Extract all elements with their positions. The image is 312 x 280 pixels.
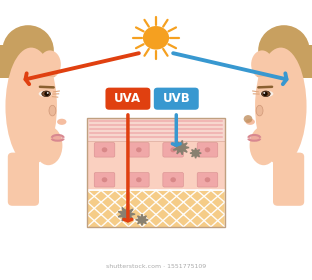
Text: shutterstock.com · 1551775109: shutterstock.com · 1551775109 [106, 263, 206, 269]
Circle shape [244, 115, 252, 123]
FancyBboxPatch shape [94, 143, 115, 157]
Ellipse shape [261, 91, 270, 97]
Bar [278, 45, 312, 78]
Circle shape [263, 92, 265, 94]
Circle shape [205, 147, 210, 152]
Ellipse shape [52, 135, 64, 141]
Ellipse shape [248, 135, 260, 141]
Bar [87, 118, 225, 227]
Ellipse shape [39, 91, 52, 97]
Circle shape [170, 147, 176, 152]
Ellipse shape [39, 50, 61, 78]
FancyBboxPatch shape [8, 153, 39, 206]
FancyBboxPatch shape [163, 143, 183, 157]
FancyBboxPatch shape [94, 172, 115, 187]
Bar [87, 141, 225, 190]
Bar [87, 190, 225, 227]
FancyBboxPatch shape [154, 88, 199, 110]
FancyBboxPatch shape [197, 172, 218, 187]
Text: UVB: UVB [163, 92, 190, 105]
Ellipse shape [34, 126, 62, 165]
FancyBboxPatch shape [273, 153, 304, 206]
Bar [0, 45, 34, 78]
Circle shape [136, 177, 142, 182]
Ellipse shape [258, 25, 310, 76]
Circle shape [136, 147, 142, 152]
Polygon shape [190, 148, 201, 158]
Polygon shape [118, 206, 135, 222]
Polygon shape [173, 140, 189, 155]
Ellipse shape [2, 25, 54, 76]
Text: UVA: UVA [115, 92, 141, 105]
Circle shape [170, 177, 176, 182]
Ellipse shape [246, 119, 255, 125]
Ellipse shape [256, 105, 263, 116]
FancyBboxPatch shape [197, 143, 218, 157]
Ellipse shape [250, 126, 278, 165]
Circle shape [47, 92, 49, 94]
Circle shape [263, 92, 268, 96]
FancyBboxPatch shape [105, 88, 150, 110]
FancyBboxPatch shape [129, 172, 149, 187]
Ellipse shape [49, 105, 56, 116]
Ellipse shape [255, 48, 306, 165]
Ellipse shape [6, 48, 57, 165]
Circle shape [205, 177, 210, 182]
Polygon shape [136, 214, 148, 225]
Bar [87, 118, 225, 141]
FancyBboxPatch shape [163, 172, 183, 187]
Ellipse shape [251, 50, 273, 78]
FancyBboxPatch shape [129, 143, 149, 157]
Circle shape [143, 26, 169, 50]
Circle shape [102, 177, 107, 182]
Ellipse shape [42, 91, 51, 97]
Circle shape [102, 147, 107, 152]
Circle shape [44, 92, 49, 96]
Ellipse shape [57, 119, 66, 125]
Ellipse shape [260, 91, 273, 97]
